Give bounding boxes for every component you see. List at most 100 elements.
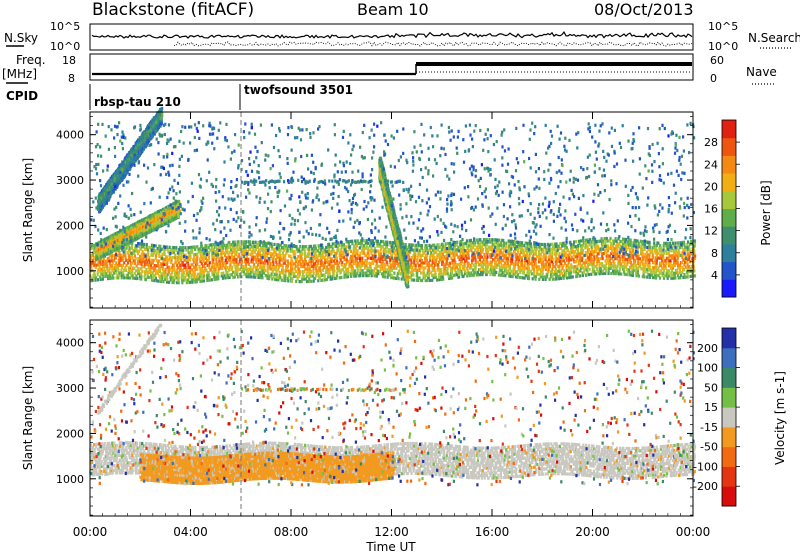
heatmap-cell [205, 244, 207, 247]
heatmap-cell [247, 268, 249, 271]
heatmap-cell [196, 268, 198, 271]
heatmap-cell [321, 279, 323, 282]
heatmap-cell [393, 272, 395, 275]
heatmap-cell [370, 267, 372, 270]
heatmap-cell [154, 264, 156, 267]
nave-tick-top: 60 [710, 54, 724, 67]
heatmap-cell [640, 240, 642, 243]
heatmap-cell [688, 265, 690, 268]
heatmap-cell [588, 268, 590, 271]
heatmap-cell [97, 278, 99, 281]
heatmap-cell [357, 249, 359, 252]
heatmap-cell [663, 252, 665, 255]
heatmap-cell [275, 251, 277, 254]
heatmap-cell [169, 246, 171, 249]
heatmap-cell [570, 263, 572, 266]
heatmap-cell [143, 243, 145, 246]
heatmap-cell [249, 265, 251, 268]
heatmap-cell [362, 269, 364, 272]
heatmap-cell [505, 242, 507, 245]
heatmap-cell [112, 276, 114, 279]
heatmap-cell [398, 277, 400, 280]
heatmap-cell [637, 239, 639, 242]
heatmap-cell [630, 239, 632, 242]
heatmap-cell [573, 240, 575, 243]
heatmap-cell [159, 255, 161, 258]
heatmap-cell [582, 239, 584, 242]
heatmap-cell [669, 242, 671, 245]
heatmap-cell [182, 246, 184, 249]
heatmap-cell [165, 268, 167, 271]
heatmap-cell [445, 242, 447, 245]
heatmap-cell [579, 274, 581, 277]
freq-unit-label: [MHz] [2, 67, 37, 81]
heatmap-cell [161, 253, 163, 256]
freq-frame [90, 54, 693, 80]
heatmap-cell [421, 244, 423, 247]
heatmap-cell [580, 239, 582, 242]
heatmap-cell [366, 239, 368, 242]
heatmap-cell [184, 246, 186, 249]
nsky-panel: N.Sky 10^5 10^0 10^5 10^0 N.Search [4, 20, 800, 53]
heatmap-cell [212, 243, 214, 246]
freq-label: Freq. [16, 53, 46, 67]
heatmap-cell [289, 255, 291, 258]
heatmap-cell [643, 275, 645, 278]
heatmap-cell [588, 273, 590, 276]
cpid-label: CPID [6, 89, 38, 103]
nsky-tick-top: 10^5 [50, 20, 80, 33]
heatmap-cell [668, 269, 670, 272]
heatmap-cell [198, 265, 200, 268]
nsky-label: N.Sky [4, 31, 38, 45]
heatmap-cell [173, 264, 175, 267]
heatmap-cell [133, 267, 135, 270]
heatmap-cell [393, 277, 395, 280]
heatmap-cell [447, 242, 449, 245]
heatmap-cell [538, 265, 540, 268]
heatmap-cell [563, 269, 565, 272]
heatmap-cell [470, 239, 472, 242]
beam-title: Beam 10 [357, 0, 429, 19]
heatmap-cell [456, 263, 458, 266]
heatmap-cell [588, 248, 590, 251]
station-title: Blackstone (fitACF) [92, 0, 254, 20]
heatmap-cell [683, 241, 685, 244]
heatmap-cell [609, 237, 611, 240]
cpid-row: CPID rbsp-tau 210 twofsound 3501 [6, 83, 353, 110]
heatmap-cell [467, 262, 469, 265]
heatmap-cell [345, 245, 347, 248]
heatmap-cell [597, 245, 599, 248]
heatmap-cell [171, 256, 173, 259]
heatmap-cell [318, 244, 320, 247]
heatmap-cell [435, 273, 437, 276]
heatmap-cell [273, 243, 275, 246]
heatmap-cell [468, 272, 470, 275]
heatmap-cell [413, 279, 415, 282]
heatmap-cell [559, 242, 561, 245]
heatmap-cell [442, 243, 444, 246]
heatmap-cell [333, 250, 335, 253]
heatmap-cell [575, 240, 577, 243]
heatmap-cell [616, 240, 618, 243]
heatmap-cell [675, 242, 677, 245]
heatmap-cell [305, 245, 307, 248]
heatmap-cell [160, 262, 162, 265]
heatmap-cell [613, 262, 615, 265]
heatmap-cell [92, 244, 94, 247]
heatmap-cell [247, 258, 249, 261]
heatmap-cell [689, 243, 691, 246]
heatmap-cell [310, 270, 312, 273]
heatmap-cell [151, 259, 153, 262]
mode-label-1: rbsp-tau 210 [94, 95, 181, 109]
heatmap-cell [551, 243, 553, 246]
heatmap-cell [184, 264, 186, 267]
heatmap-cell [683, 273, 685, 276]
date-title: 08/Oct/2013 [594, 0, 694, 19]
heatmap-cell [677, 241, 679, 244]
heatmap-cell [343, 243, 345, 246]
heatmap-cell [222, 272, 224, 275]
heatmap-cell [295, 245, 297, 248]
heatmap-cell [377, 250, 379, 253]
heatmap-cell [502, 239, 504, 242]
